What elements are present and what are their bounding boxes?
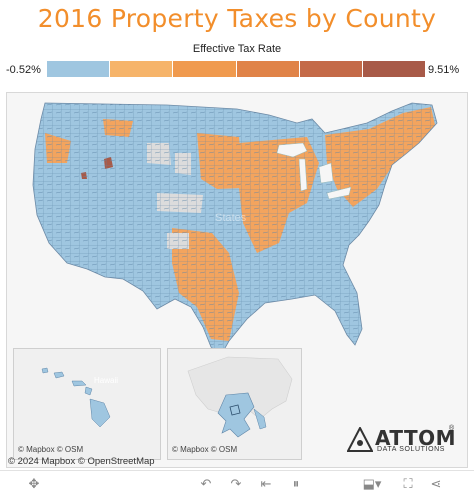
pause-icon[interactable]: ⏸ <box>292 476 300 491</box>
logo-subtitle: DATA SOLUTIONS <box>377 446 446 453</box>
toolbar: ✥ ↶ ↷ ⇤ ⏸ ⬓▾ ⛶ ⋖ <box>0 470 474 495</box>
us-map-svg[interactable]: States <box>7 93 468 468</box>
legend-color-bar[interactable] <box>47 61 426 77</box>
legend-segment[interactable] <box>173 61 237 77</box>
download-icon[interactable]: ⬓▾ <box>362 476 382 491</box>
county-map[interactable]: States Hawaii © Mapbox © OSM © Mapbox © … <box>6 92 468 468</box>
revert-icon[interactable]: ⇤ <box>260 476 272 491</box>
alaska-inset[interactable]: © Mapbox © OSM <box>167 348 302 460</box>
legend-title: Effective Tax Rate <box>192 43 282 55</box>
logo-name: ATTOM <box>375 426 457 450</box>
island <box>71 380 87 387</box>
move-icon[interactable]: ✥ <box>28 476 40 491</box>
map-attribution[interactable]: © 2024 Mapbox © OpenStreetMap <box>8 456 155 467</box>
hawaii-attribution[interactable]: © Mapbox © OSM <box>18 445 84 454</box>
lake-superior <box>276 142 308 158</box>
legend-segment[interactable] <box>299 61 363 77</box>
island-big <box>89 398 111 428</box>
alaska-attribution[interactable]: © Mapbox © OSM <box>172 445 238 454</box>
legend-min-label: -0.52% <box>6 64 41 76</box>
lake-michigan <box>298 158 308 192</box>
alaska-borough <box>229 404 241 416</box>
alaska-map <box>187 356 293 438</box>
undo-icon[interactable]: ↶ <box>200 476 212 491</box>
lake-erie <box>326 186 352 200</box>
legend-segment[interactable] <box>236 61 300 77</box>
redo-icon[interactable]: ↷ <box>230 476 242 491</box>
legend-segment[interactable] <box>110 61 174 77</box>
page-title: 2016 Property Taxes by County <box>37 4 437 33</box>
logo-registered: ® <box>449 425 455 432</box>
hawaii-map: Hawaii <box>41 367 118 428</box>
attom-logo: ATTOM ® DATA SOLUTIONS <box>347 425 462 457</box>
fullscreen-icon[interactable]: ⛶ <box>403 476 413 491</box>
legend-max-label: 9.51% <box>428 64 460 76</box>
island <box>41 367 49 374</box>
island <box>84 386 93 396</box>
share-icon[interactable]: ⋖ <box>430 476 442 491</box>
legend-segment[interactable] <box>362 61 426 77</box>
alaska-panhandle <box>253 408 267 430</box>
legend-segment[interactable] <box>47 61 111 77</box>
alaska-state <box>217 392 255 438</box>
attom-logo-mark-icon <box>347 427 373 452</box>
hawaii-inset[interactable]: Hawaii © Mapbox © OSM <box>13 348 161 460</box>
canada-landmass <box>187 356 293 420</box>
island <box>53 371 65 379</box>
states-watermark: States <box>215 212 247 224</box>
hawaii-label: Hawaii <box>94 376 118 385</box>
lake-huron <box>318 162 334 184</box>
us-outline <box>32 102 438 356</box>
